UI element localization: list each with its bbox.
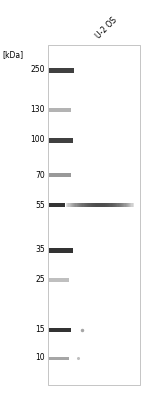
Bar [90,203,91,207]
Bar [49,356,69,360]
Bar [66,203,67,207]
Bar [123,203,125,207]
Bar [49,278,69,282]
Bar [107,203,108,207]
Bar [133,203,134,207]
Text: 10: 10 [35,354,45,362]
Bar [105,203,106,207]
Bar [116,203,118,207]
Bar [115,203,116,207]
Bar [75,203,77,207]
Bar [79,203,80,207]
Bar [80,203,81,207]
Bar [70,203,71,207]
Bar [49,138,73,142]
Bar [65,203,66,207]
Bar [49,248,73,252]
Bar [106,203,107,207]
Bar [122,203,123,207]
Bar [93,203,94,207]
Text: [kDa]: [kDa] [2,50,23,59]
Bar [101,203,102,207]
Bar [95,203,97,207]
Bar [92,203,93,207]
Text: 100: 100 [30,136,45,144]
Bar [130,203,132,207]
Text: 25: 25 [35,276,45,284]
Text: 35: 35 [35,246,45,254]
Bar [120,203,121,207]
Bar [100,203,101,207]
Bar [49,173,71,177]
Bar [77,203,78,207]
Text: 250: 250 [30,66,45,74]
Bar [96,203,98,207]
Bar [129,203,130,207]
Bar [49,203,71,207]
Bar [73,203,74,207]
Bar [94,203,95,207]
Bar [71,203,72,207]
Bar [69,203,70,207]
Text: 55: 55 [35,200,45,210]
Bar [128,203,129,207]
Bar [124,203,126,207]
Bar [87,203,89,207]
Bar [85,203,86,207]
Bar [84,203,85,207]
Bar [78,203,79,207]
Bar [102,203,104,207]
Bar [49,328,71,332]
Bar [67,203,69,207]
Bar [82,203,84,207]
Text: 130: 130 [30,106,45,114]
Bar [49,108,71,112]
Bar [103,203,105,207]
Bar [48,45,140,385]
Bar [109,203,111,207]
Bar [114,203,115,207]
Bar [98,203,99,207]
Bar [127,203,128,207]
Bar [72,203,73,207]
Bar [112,203,113,207]
Bar [121,203,122,207]
Bar [134,203,135,207]
Bar [118,203,119,207]
Bar [86,203,87,207]
Bar [99,203,100,207]
Text: U-2 OS: U-2 OS [94,15,118,40]
Text: 15: 15 [35,326,45,334]
Bar [74,203,76,207]
Bar [111,203,112,207]
Bar [108,203,109,207]
Bar [88,203,90,207]
Bar [49,68,74,72]
Bar [113,203,114,207]
Bar [81,203,83,207]
Bar [132,203,133,207]
Text: 70: 70 [35,170,45,180]
Bar [119,203,120,207]
Bar [126,203,127,207]
Bar [91,203,92,207]
